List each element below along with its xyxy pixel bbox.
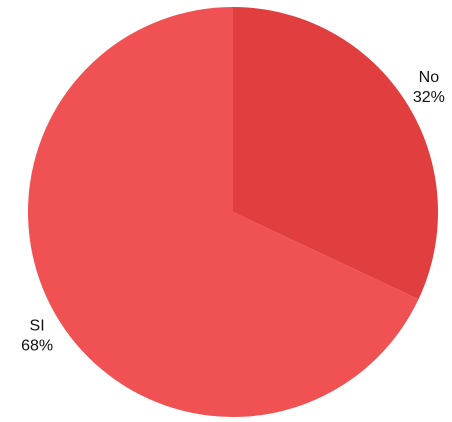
slice-label: SI bbox=[30, 318, 45, 335]
slice-value-label: 32% bbox=[413, 89, 445, 106]
slice-label: No bbox=[419, 69, 440, 86]
pie-slice bbox=[27, 7, 419, 418]
slice-value-label: 68% bbox=[21, 338, 53, 355]
pie-slice bbox=[233, 7, 438, 300]
